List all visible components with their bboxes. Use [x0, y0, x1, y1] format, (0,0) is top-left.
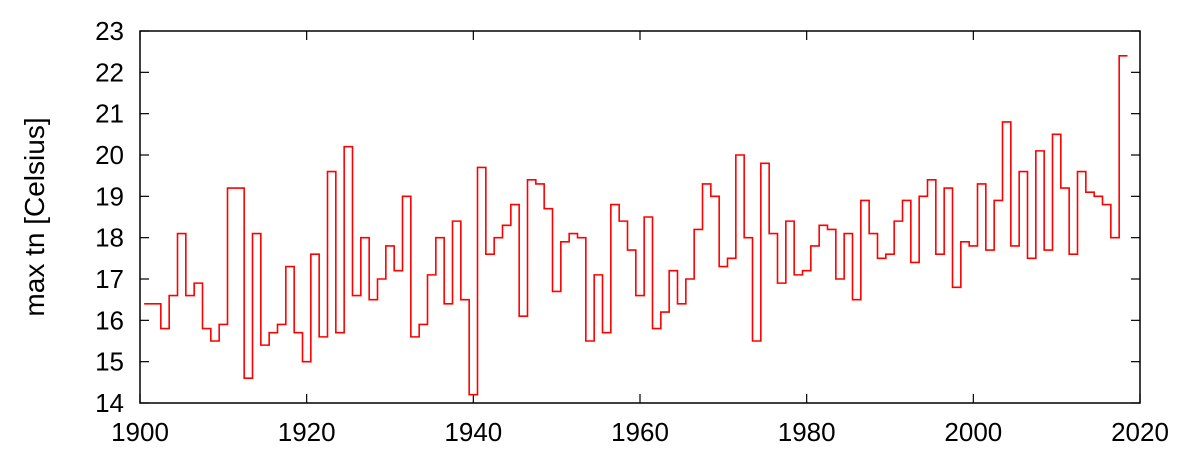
y-tick-label: 16: [95, 305, 124, 335]
x-tick-label: 1960: [611, 417, 669, 447]
plot-area: [144, 55, 1128, 396]
x-tick-label: 1940: [444, 417, 502, 447]
x-tick-label: 1900: [111, 417, 169, 447]
x-tick-label: 2020: [1111, 417, 1169, 447]
y-axis-label-group: max tn [Celsius]: [19, 117, 50, 316]
y-tick-label: 14: [95, 388, 124, 418]
y-tick-label: 20: [95, 140, 124, 170]
y-tick-label: 18: [95, 223, 124, 253]
y-tick-label: 21: [95, 99, 124, 129]
series-step-line: [144, 55, 1128, 396]
axis-ticks: [139, 30, 1141, 404]
plot-frame: [139, 30, 1141, 404]
y-tick-label: 17: [95, 264, 124, 294]
y-tick-label: 23: [95, 16, 124, 46]
x-tick-label: 1980: [778, 417, 836, 447]
x-tick-label: 1920: [278, 417, 336, 447]
x-tick-label: 2000: [944, 417, 1002, 447]
y-tick-label: 19: [95, 181, 124, 211]
y-axis-label: max tn [Celsius]: [19, 117, 50, 316]
y-tick-label: 22: [95, 57, 124, 87]
y-tick-label: 15: [95, 347, 124, 377]
